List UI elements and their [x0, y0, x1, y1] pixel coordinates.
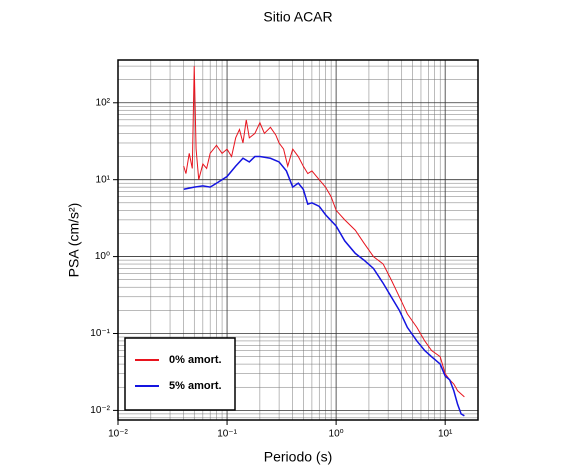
- x-tick-label: 10⁻¹: [217, 429, 237, 440]
- plot-frame: [117, 59, 479, 421]
- legend-label: 5% amort.: [169, 380, 222, 392]
- y-axis-label: PSA (cm/s²): [66, 203, 82, 278]
- series-line: [183, 155, 465, 417]
- legend-label: 0% amort.: [169, 354, 222, 366]
- x-tick-label: 10⁻²: [108, 429, 128, 440]
- legend-box: [124, 337, 236, 411]
- y-tick-label: 10⁻²: [90, 405, 110, 416]
- x-tick-label: 10¹: [438, 429, 453, 440]
- y-tick-label: 10¹: [96, 174, 111, 185]
- chart-title: Sitio ACAR: [263, 9, 332, 25]
- y-tick-label: 10⁰: [95, 251, 110, 262]
- y-tick-label: 10⁻¹: [90, 328, 110, 339]
- series-line: [183, 66, 465, 398]
- y-tick-label: 10²: [96, 97, 111, 108]
- x-axis-label: Periodo (s): [264, 449, 332, 465]
- x-tick-label: 10⁰: [329, 429, 344, 440]
